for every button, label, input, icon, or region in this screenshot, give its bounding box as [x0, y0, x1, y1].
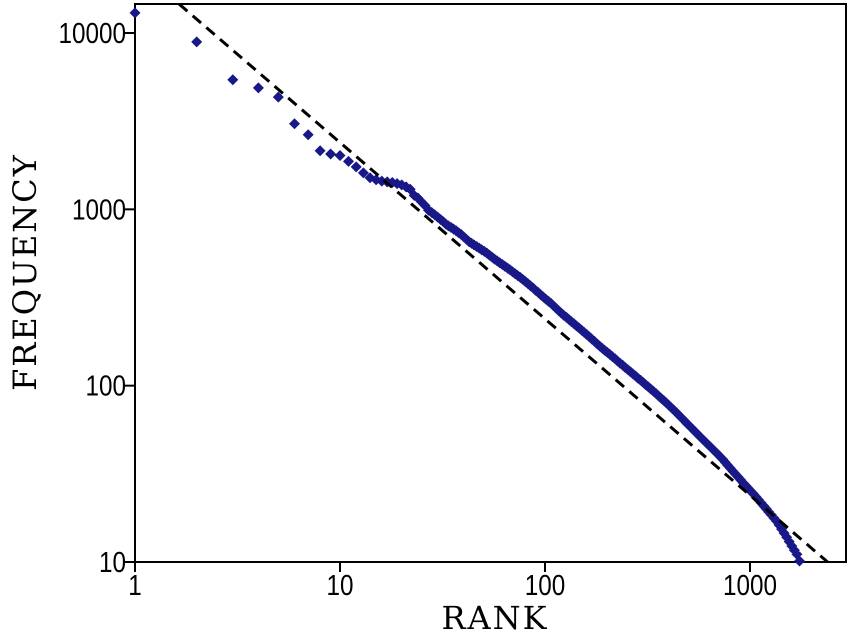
y-axis-label: FREQUENCY	[6, 153, 44, 391]
y-tick-label: 10000	[59, 18, 127, 50]
data-points-path	[129, 7, 805, 567]
y-tick-label: 10	[99, 547, 126, 579]
x-axis-label: RANK	[441, 599, 548, 637]
x-tick-label: 100	[525, 570, 566, 602]
x-tick-label: 1	[128, 570, 142, 602]
y-axis-ticks: 10 100 1000 10000	[59, 18, 135, 579]
x-tick-label: 1000	[723, 570, 777, 602]
x-tick-label: 10	[327, 570, 354, 602]
y-tick-label: 1000	[72, 194, 126, 226]
fit-line-dashed	[178, 2, 829, 564]
y-tick-label: 100	[86, 371, 127, 403]
x-axis-ticks: 1 10 100 1000	[128, 562, 777, 602]
plot-frame	[134, 3, 847, 563]
